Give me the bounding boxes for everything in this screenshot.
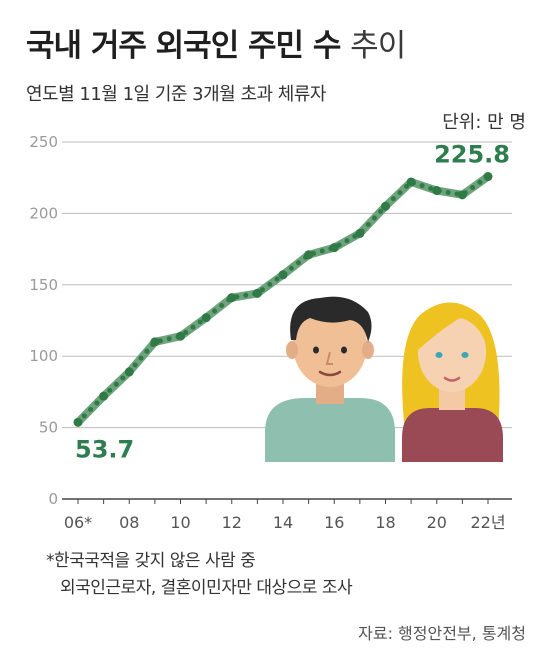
y-tick-label: 100	[29, 347, 58, 365]
data-point	[432, 186, 442, 196]
unit-label: 단위: 만 명	[442, 112, 526, 133]
data-point	[278, 270, 288, 280]
footnote-line-1: *한국국적을 갖지 않은 사람 중	[46, 551, 256, 571]
title-light: 추이	[350, 28, 406, 64]
data-point	[99, 391, 109, 401]
series-layer	[73, 172, 493, 427]
chart-subtitle: 연도별 11월 1일 기준 3개월 초과 체류자	[26, 84, 326, 105]
people-illustration	[265, 296, 503, 462]
data-point	[355, 228, 365, 238]
data-point	[124, 367, 134, 377]
title-bold: 국내 거주 외국인 주민 수	[26, 28, 341, 64]
data-label: 225.8	[434, 141, 510, 169]
data-point	[304, 250, 314, 260]
data-label: 53.7	[75, 435, 134, 463]
data-point	[329, 243, 339, 253]
footnote: *한국국적을 갖지 않은 사람 중 외국인근로자, 결혼이민자만 대상으로 조사	[46, 548, 353, 602]
x-tick-label: 22년	[470, 513, 505, 532]
data-point	[483, 172, 493, 182]
data-point	[73, 417, 83, 427]
x-tick-label: 14	[273, 513, 293, 532]
y-tick-label: 150	[29, 276, 58, 294]
chart-title: 국내 거주 외국인 주민 수 추이	[26, 20, 406, 65]
x-tick-label: 16	[324, 513, 344, 532]
data-point	[381, 201, 390, 211]
data-point	[201, 313, 211, 323]
man-avatar-icon	[265, 296, 395, 462]
data-point	[227, 293, 237, 303]
data-point	[176, 331, 185, 341]
x-tick-label: 20	[427, 513, 447, 532]
data-point	[150, 337, 160, 347]
x-tick-label: 06*	[64, 513, 92, 532]
x-tick-label: 12	[222, 513, 242, 532]
data-point	[406, 177, 416, 187]
data-label-layer: 53.7 225.8	[75, 141, 510, 464]
axis-layer: 0 50 100 150 200 250 06* 08 10 12 14 16 18 20 22년	[29, 133, 505, 532]
footnote-line-2: 외국인근로자, 결혼이민자만 대상으로 조사	[60, 578, 353, 598]
x-tick-label: 08	[119, 513, 139, 532]
source-credit: 자료: 행정안전부, 통계청	[358, 624, 526, 643]
data-point	[252, 288, 262, 298]
y-tick-label: 0	[48, 490, 58, 508]
woman-avatar-icon	[402, 302, 503, 462]
data-point	[457, 190, 467, 200]
y-tick-label: 250	[29, 133, 58, 151]
y-tick-label: 200	[29, 204, 58, 222]
x-tick-label: 18	[375, 513, 395, 532]
x-tick-label: 10	[170, 513, 190, 532]
y-tick-label: 50	[39, 419, 58, 437]
